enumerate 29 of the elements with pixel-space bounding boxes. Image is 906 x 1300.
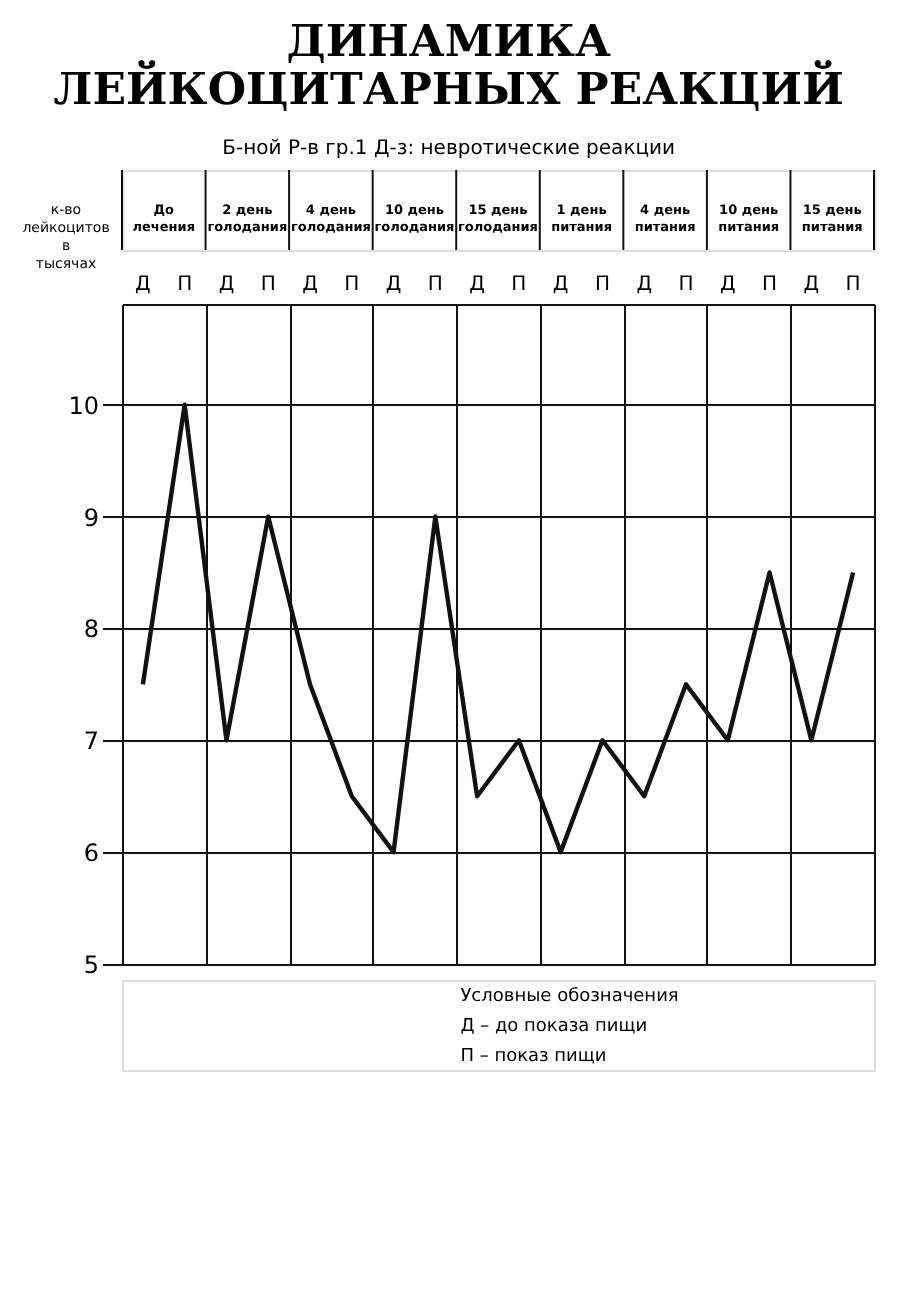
y-tick-label: 8 [83, 615, 99, 644]
x-tick-label: П [177, 274, 193, 296]
text: П – показ пищи [460, 1047, 607, 1067]
x-tick-label: Д [302, 274, 319, 296]
x-tick-label: П [511, 274, 527, 296]
x-tick-label: П [594, 274, 610, 296]
x-tick-label: П [344, 274, 360, 296]
x-tick-label: П [762, 274, 778, 296]
x-tick-label: П [678, 274, 694, 296]
y-tick-label: 7 [83, 727, 99, 756]
text: Д – до показа пищи [460, 1017, 648, 1037]
x-tick-label: Д [719, 274, 736, 296]
x-tick-label: Д [135, 274, 152, 296]
x-tick-label: Д [385, 274, 402, 296]
text: Условные обозначения [460, 987, 679, 1007]
chart-title: ДИНАМИКА ЛЕЙКОЦИТАРНЫХ РЕАКЦИЙ [53, 16, 844, 116]
x-tick-label: П [845, 274, 861, 296]
x-tick-label: Д [636, 274, 653, 296]
x-tick-label: Д [469, 274, 486, 296]
y-tick-label: 9 [83, 503, 99, 532]
x-tick-label: Д [552, 274, 569, 296]
y-tick-label: 5 [83, 951, 99, 979]
x-tick-label: Д [218, 274, 235, 296]
x-tick-label: П [260, 274, 276, 296]
y-tick-label: 6 [83, 839, 99, 868]
x-tick-label: Д [803, 274, 820, 296]
y-tick-label: 10 [68, 391, 99, 420]
x-tick-label: П [427, 274, 443, 296]
chart-subtitle: Б-ной Р-в гр.1 Д-з: невротические реакции [222, 138, 676, 160]
